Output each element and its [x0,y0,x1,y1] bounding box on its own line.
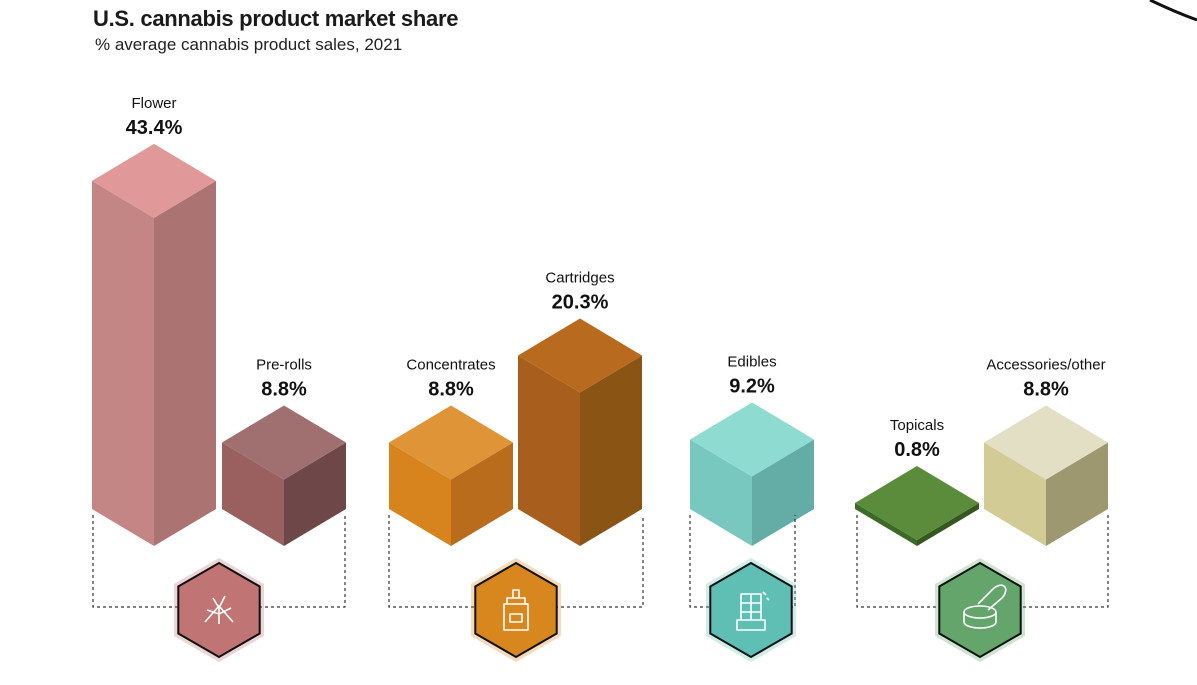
value-label: 8.8% [1023,378,1069,400]
value-label: 9.2% [729,375,775,397]
bar-right-face [1046,442,1108,546]
category-label: Pre-rolls [256,356,312,373]
corner-decoration [1149,0,1197,22]
bar-top-face [984,405,1108,480]
value-label: 20.3% [552,292,609,314]
value-label: 8.8% [261,378,307,400]
bar-right-face [284,442,346,546]
bar-left-face [222,442,284,546]
cream-jar-icon [963,584,1007,629]
bar-right-face [580,355,642,546]
category-label: Accessories/other [986,356,1105,373]
bar-right-face [451,442,513,546]
category-label: Flower [131,95,176,112]
cannabis-leaf-icon [204,595,234,624]
bar-right-face [917,502,979,546]
bar-top-face [222,405,346,480]
hexagon-badge [474,561,558,659]
bar-left-face [518,355,580,546]
bar-top-face [690,402,814,477]
hexagon-badge [938,561,1022,659]
value-label: 8.8% [428,378,474,400]
bar-left-face [389,442,451,546]
bar-left-face [984,442,1046,546]
category-label: Topicals [890,417,944,434]
bar-top-face [855,465,979,540]
bar-top-face [389,405,513,480]
bar-top-face [92,143,216,218]
value-label: 43.4% [126,117,183,139]
chocolate-bar-icon [736,591,770,631]
chart-subtitle: % average cannabis product sales, 2021 [95,35,403,54]
bar-left-face [690,439,752,546]
dropper-bottle-icon [503,589,529,631]
value-label: 0.8% [894,439,940,461]
category-label: Concentrates [406,356,495,373]
bar-right-face [752,439,814,546]
bar-top-face [518,318,642,393]
chart-title: U.S. cannabis product market share [93,6,459,31]
bar-right-face [154,180,216,546]
bar-left-face [92,180,154,546]
category-label: Edibles [727,353,776,370]
category-label: Cartridges [545,270,614,287]
bar-left-face [855,502,917,546]
